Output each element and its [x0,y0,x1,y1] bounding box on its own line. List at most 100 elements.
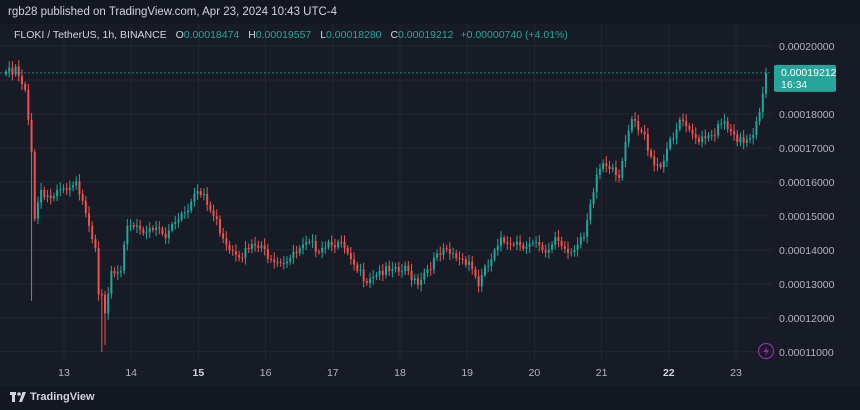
candle [113,267,116,278]
candle [519,235,522,252]
candle [260,241,263,252]
candle [107,286,110,320]
candle [369,272,372,289]
candle [493,247,496,262]
lightning-icon[interactable] [757,342,775,360]
candle [567,241,570,260]
candle [104,290,106,346]
last-price-tag: 0.00019212 16:34 [774,64,837,92]
candle [499,231,502,252]
x-tick-label: 16 [260,367,272,379]
candle [426,264,429,277]
candle [187,203,190,219]
candle [592,187,595,208]
candle [653,149,656,172]
tradingview-logo-icon [10,392,26,402]
candle [81,189,84,205]
x-tick-label: 23 [730,367,742,379]
price-tag-countdown: 16:34 [781,79,807,91]
candle [394,262,397,273]
candle [675,122,678,145]
candle [5,69,7,77]
candle [135,218,138,234]
candle [688,123,691,133]
y-tick-label: 0.00013000 [779,279,835,291]
candle [75,176,78,190]
change-value: +0.00000740 (+4.01%) [460,29,568,41]
candle [659,161,662,170]
candle [276,256,279,267]
candle [490,253,493,272]
candle [749,133,752,144]
x-axis: 13 14 15 16 17 18 19 20 21 22 23 [58,367,742,379]
candle [209,201,212,214]
candle [254,236,257,252]
candle [311,234,314,248]
candle [88,206,91,233]
candle [745,134,748,147]
candle [681,113,684,127]
candle [589,199,592,225]
candle [701,130,704,148]
candle [503,235,506,245]
candle [132,221,135,230]
low-value: 0.00018280 [326,29,382,41]
candle [627,124,630,148]
candle [452,247,455,259]
x-tick-label: 18 [394,367,406,379]
tradingview-brand[interactable]: TradingView [10,391,95,403]
candle [538,235,541,252]
candle [180,210,183,222]
grid [0,24,772,362]
candle [78,174,81,201]
candle [148,221,151,238]
chart-panel[interactable] [0,24,860,386]
candle [656,157,659,172]
candle [362,262,365,288]
candle [327,239,330,250]
candle [94,234,97,253]
y-tick-label: 0.00018000 [779,109,835,121]
x-tick-label: 21 [596,367,608,379]
candle [72,181,75,192]
candle [270,254,273,264]
candle [292,244,295,265]
candle [65,183,68,195]
candle [196,184,199,200]
candle [576,237,579,257]
candle [710,129,713,141]
candle [228,240,231,254]
candle [91,221,94,244]
candle [346,245,349,256]
x-tick-label: 17 [327,367,339,379]
x-tick-label: 19 [461,367,473,379]
candle [694,127,697,145]
x-tick-label: 15 [193,367,205,379]
candle [266,243,269,264]
candle [385,262,387,279]
candle [317,249,320,255]
candle [110,265,113,299]
candle [231,245,234,256]
candle [726,117,729,133]
candle [579,232,582,249]
candle [468,254,471,272]
candle [289,254,292,265]
candle [634,112,637,128]
candle [145,225,148,240]
candle [263,238,266,256]
candle [717,120,720,139]
candle [337,239,340,250]
candle [621,157,624,181]
brand-name: TradingView [30,391,95,403]
candle [637,115,640,136]
candle [413,273,416,285]
candle [247,243,250,253]
candle [685,114,688,133]
low-label: L [320,29,327,41]
candle [506,235,509,250]
candle [353,252,356,271]
candle [541,241,544,254]
footer-bar [0,386,860,410]
